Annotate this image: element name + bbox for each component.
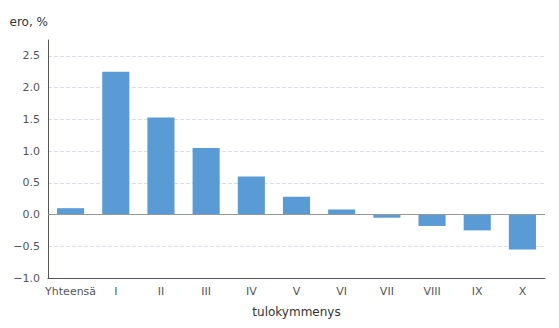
svg-text:1.0: 1.0: [23, 145, 41, 158]
svg-text:I: I: [114, 285, 117, 298]
svg-text:−0.5: −0.5: [13, 240, 40, 253]
svg-text:VIII: VIII: [423, 285, 440, 298]
svg-text:1.5: 1.5: [23, 113, 41, 126]
svg-text:V: V: [293, 285, 301, 298]
svg-text:IX: IX: [472, 285, 483, 298]
svg-text:tulokymmenys: tulokymmenys: [252, 305, 340, 319]
svg-text:ero, %: ero, %: [10, 15, 48, 29]
svg-text:X: X: [519, 285, 527, 298]
svg-text:II: II: [158, 285, 165, 298]
svg-text:−1.0: −1.0: [13, 272, 40, 285]
svg-text:0.0: 0.0: [23, 208, 41, 221]
svg-text:2.5: 2.5: [23, 49, 41, 62]
svg-text:0.5: 0.5: [23, 176, 41, 189]
svg-text:VII: VII: [380, 285, 394, 298]
svg-text:VI: VI: [336, 285, 347, 298]
svg-text:2.0: 2.0: [23, 81, 41, 94]
svg-text:Yhteensä: Yhteensä: [44, 285, 96, 298]
svg-text:IV: IV: [246, 285, 257, 298]
svg-text:III: III: [201, 285, 211, 298]
